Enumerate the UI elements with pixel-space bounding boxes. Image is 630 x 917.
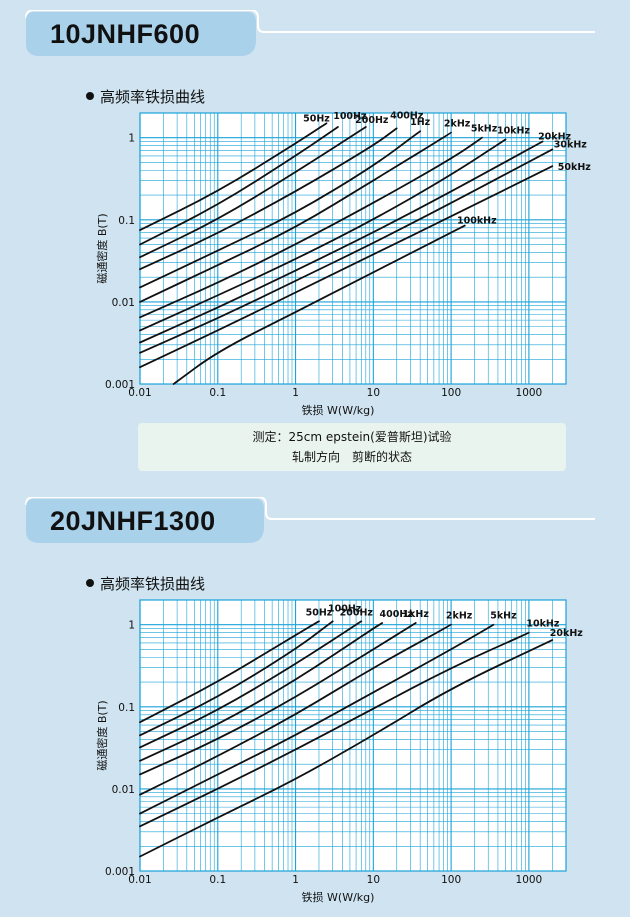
series-line-50hz (139, 122, 328, 231)
y-axis-label: 磁通密度 B(T) (95, 213, 109, 283)
y-tick-label: 0.001 (105, 866, 135, 878)
x-tick-label: 0.01 (128, 387, 151, 399)
series-line-30khz (139, 148, 554, 354)
x-tick-label: 0.1 (209, 874, 226, 886)
x-tick-label: 1000 (516, 874, 543, 886)
series-line-2khz (139, 131, 452, 303)
test-condition-note: 测定：25cm epstein(爱普斯坦)试验 轧制方向 剪断的状态 (138, 423, 566, 471)
series-line-20khz (139, 639, 554, 858)
series-label-100khz: 100kHz (457, 216, 497, 227)
chart-subtitle: 高频率铁损曲线 (86, 86, 205, 107)
series-label-400hz: 400Hz (380, 609, 414, 620)
series-label-400hz: 400Hz (390, 110, 424, 121)
section-title: 20JNHF1300 (50, 506, 216, 536)
series-line-50khz (139, 165, 554, 369)
y-tick-label: 0.01 (112, 297, 135, 309)
series-label-200hz: 200Hz (340, 607, 374, 618)
series-line-2khz (139, 623, 452, 796)
bullet-icon (86, 91, 94, 100)
series-label-2khz: 2kHz (446, 611, 473, 622)
series-label-10khz: 10kHz (497, 126, 530, 137)
chart-subtitle: 高频率铁损曲线 (86, 573, 205, 594)
series-label-20khz: 20kHz (550, 628, 583, 639)
series-label-20khz: 20kHz (538, 131, 571, 142)
series-line-20khz (139, 140, 544, 344)
y-tick-label: 0.01 (112, 784, 135, 796)
title-banner (25, 10, 595, 56)
section-title: 10JNHF600 (50, 19, 201, 49)
y-tick-label: 1 (128, 133, 135, 145)
note-line-1: 测定：25cm epstein(爱普斯坦)试验 (252, 430, 452, 444)
series-line-100khz (172, 224, 466, 385)
y-tick-label: 0.1 (118, 702, 135, 714)
series-line-1hz (139, 130, 422, 289)
x-tick-label: 1 (292, 874, 299, 886)
series-label-30khz: 30kHz (554, 139, 587, 150)
plot-area (140, 113, 566, 384)
series-line-100hz (139, 126, 339, 246)
x-tick-label: 10 (367, 874, 380, 886)
chart-subtitle-text: 高频率铁损曲线 (100, 88, 206, 106)
series-line-1khz (139, 622, 417, 776)
series-label-50hz: 50Hz (306, 607, 333, 618)
y-axis-label: 磁通密度 B(T) (95, 700, 109, 770)
series-line-50hz (139, 620, 320, 724)
y-tick-label: 0.1 (118, 215, 135, 227)
y-tick-label: 0.001 (105, 379, 135, 391)
series-line-400hz (139, 127, 398, 271)
series-label-5khz: 5kHz (471, 124, 498, 135)
series-label-5khz: 5kHz (490, 611, 517, 622)
series-label-1khz: 1kHz (402, 609, 429, 620)
series-line-200hz (139, 126, 367, 259)
series-label-1hz: 1Hz (410, 117, 431, 128)
series-label-50khz: 50kHz (558, 162, 591, 173)
x-tick-label: 0.1 (209, 387, 226, 399)
series-label-50hz: 50Hz (303, 113, 330, 124)
series-line-10khz (139, 138, 507, 332)
plot-area (140, 600, 566, 871)
series-line-200hz (139, 620, 363, 749)
series-label-2khz: 2kHz (444, 119, 471, 130)
x-tick-label: 0.01 (128, 874, 151, 886)
chart-subtitle-text: 高频率铁损曲线 (100, 575, 206, 593)
series-line-100hz (139, 620, 334, 737)
plot-border (139, 112, 567, 385)
series-label-200hz: 200Hz (355, 115, 389, 126)
series-line-5khz (139, 136, 483, 319)
note-line-2: 轧制方向 剪断的状态 (291, 450, 412, 464)
x-tick-label: 1 (292, 387, 299, 399)
bullet-icon (86, 578, 94, 587)
series-label-100hz: 100Hz (328, 603, 362, 614)
series-line-400hz (139, 622, 384, 762)
series-label-10khz: 10kHz (526, 619, 559, 630)
x-tick-label: 100 (441, 387, 461, 399)
series-line-10khz (139, 631, 530, 828)
x-tick-label: 10 (367, 387, 380, 399)
series-label-100hz: 100Hz (333, 111, 367, 122)
x-axis-label: 铁损 W(W/kg) (302, 403, 375, 417)
x-axis-label: 铁损 W(W/kg) (302, 890, 375, 904)
x-tick-label: 1000 (516, 387, 543, 399)
x-tick-label: 100 (441, 874, 461, 886)
y-tick-label: 1 (128, 620, 135, 632)
title-banner (25, 497, 595, 543)
series-line-5khz (139, 623, 495, 815)
